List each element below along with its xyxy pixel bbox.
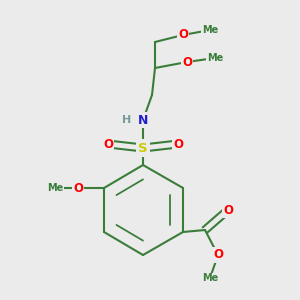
Text: O: O (182, 56, 192, 68)
Text: O: O (173, 137, 183, 151)
Text: Me: Me (202, 25, 218, 35)
Text: N: N (138, 113, 148, 127)
Text: O: O (178, 28, 188, 41)
Text: S: S (138, 142, 148, 154)
Text: O: O (103, 137, 113, 151)
Text: O: O (223, 203, 233, 217)
Text: Me: Me (207, 53, 223, 63)
Text: O: O (213, 248, 223, 262)
Text: Me: Me (202, 273, 218, 283)
Text: H: H (122, 115, 132, 125)
Text: O: O (73, 182, 83, 194)
Text: Me: Me (47, 183, 63, 193)
